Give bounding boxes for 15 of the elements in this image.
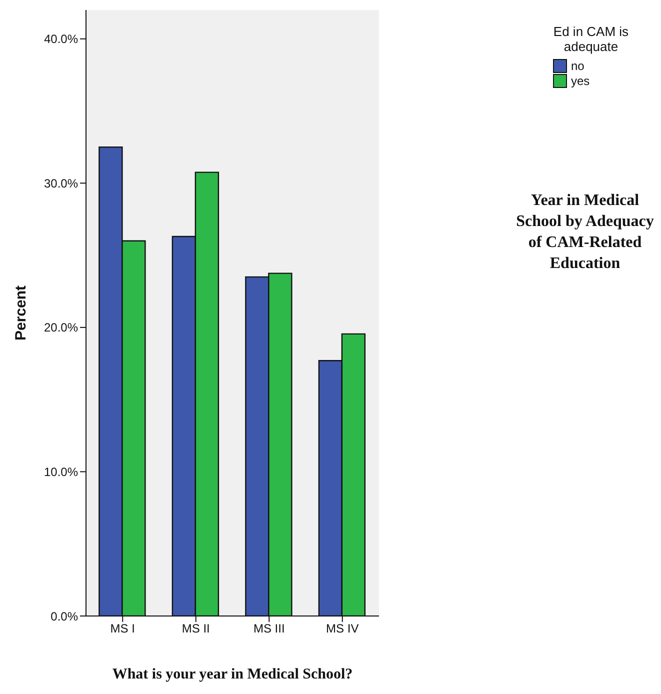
- y-tick-label: 10.0%: [44, 464, 78, 479]
- y-axis-title: Percent: [12, 285, 30, 341]
- legend-title: Ed in CAM is adequate: [552, 24, 630, 54]
- text: Year in Medical School by Adequacy of CAM-Related Education: [515, 191, 655, 274]
- x-axis-title: What is your year in Medical School?: [112, 666, 353, 683]
- legend-label: yes: [571, 74, 590, 88]
- legend-label: no: [571, 58, 584, 72]
- x-tick-label: MS I: [110, 622, 135, 636]
- y-tick-label: 40.0%: [44, 32, 78, 46]
- y-tick-label: 30.0%: [44, 176, 78, 190]
- y-tick-label: 0.0%: [50, 609, 78, 624]
- x-tick-label: MS III: [253, 622, 285, 636]
- y-tick-label: 20.0%: [44, 320, 78, 335]
- x-tick-label: MS IV: [326, 622, 359, 636]
- x-tick-label: MS II: [182, 622, 210, 636]
